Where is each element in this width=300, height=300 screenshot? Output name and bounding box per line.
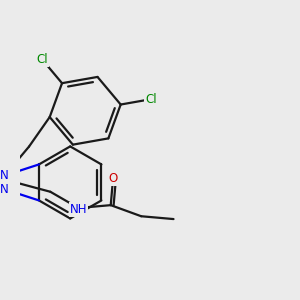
Text: N: N — [0, 183, 9, 196]
Text: Cl: Cl — [37, 53, 48, 66]
Text: Cl: Cl — [145, 93, 157, 106]
Text: O: O — [109, 172, 118, 185]
Text: N: N — [0, 169, 9, 182]
Text: NH: NH — [70, 203, 87, 216]
